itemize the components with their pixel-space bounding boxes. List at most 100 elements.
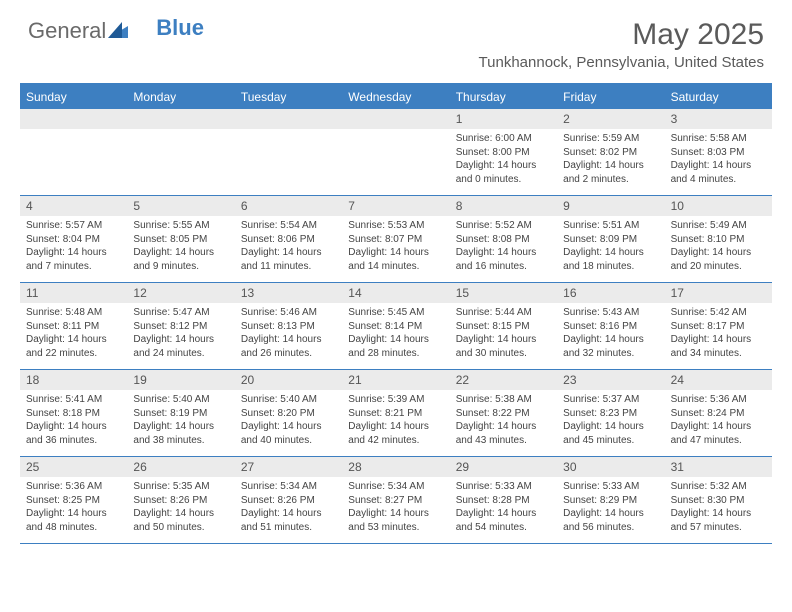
sunrise-text: Sunrise: 5:57 AM	[26, 219, 121, 233]
sunrise-text: Sunrise: 5:44 AM	[456, 306, 551, 320]
day-number: 3	[665, 109, 772, 129]
day-info: Sunrise: 5:55 AMSunset: 8:05 PMDaylight:…	[127, 216, 234, 279]
day-number: 10	[665, 196, 772, 216]
daylight-text: Daylight: 14 hours and 54 minutes.	[456, 507, 551, 534]
day-cell: 9Sunrise: 5:51 AMSunset: 8:09 PMDaylight…	[557, 196, 664, 282]
sunrise-text: Sunrise: 5:33 AM	[456, 480, 551, 494]
sunset-text: Sunset: 8:28 PM	[456, 494, 551, 508]
sunrise-text: Sunrise: 5:35 AM	[133, 480, 228, 494]
day-info: Sunrise: 5:44 AMSunset: 8:15 PMDaylight:…	[450, 303, 557, 366]
sunset-text: Sunset: 8:26 PM	[241, 494, 336, 508]
day-number: 2	[557, 109, 664, 129]
sunset-text: Sunset: 8:12 PM	[133, 320, 228, 334]
day-number: 25	[20, 457, 127, 477]
day-number: 26	[127, 457, 234, 477]
day-number: 12	[127, 283, 234, 303]
day-number: 8	[450, 196, 557, 216]
daylight-text: Daylight: 14 hours and 22 minutes.	[26, 333, 121, 360]
sunrise-text: Sunrise: 5:59 AM	[563, 132, 658, 146]
logo: General Blue	[28, 18, 204, 44]
day-info: Sunrise: 5:59 AMSunset: 8:02 PMDaylight:…	[557, 129, 664, 192]
sunset-text: Sunset: 8:09 PM	[563, 233, 658, 247]
day-header-cell: Sunday	[20, 85, 127, 109]
day-info: Sunrise: 5:40 AMSunset: 8:19 PMDaylight:…	[127, 390, 234, 453]
daylight-text: Daylight: 14 hours and 16 minutes.	[456, 246, 551, 273]
daylight-text: Daylight: 14 hours and 24 minutes.	[133, 333, 228, 360]
daylight-text: Daylight: 14 hours and 14 minutes.	[348, 246, 443, 273]
day-info: Sunrise: 5:57 AMSunset: 8:04 PMDaylight:…	[20, 216, 127, 279]
sunset-text: Sunset: 8:15 PM	[456, 320, 551, 334]
sunrise-text: Sunrise: 5:54 AM	[241, 219, 336, 233]
day-info: Sunrise: 5:48 AMSunset: 8:11 PMDaylight:…	[20, 303, 127, 366]
day-number: 7	[342, 196, 449, 216]
sunset-text: Sunset: 8:27 PM	[348, 494, 443, 508]
daylight-text: Daylight: 14 hours and 9 minutes.	[133, 246, 228, 273]
day-cell	[127, 109, 234, 195]
day-number: 27	[235, 457, 342, 477]
day-info: Sunrise: 5:40 AMSunset: 8:20 PMDaylight:…	[235, 390, 342, 453]
daylight-text: Daylight: 14 hours and 32 minutes.	[563, 333, 658, 360]
daylight-text: Daylight: 14 hours and 42 minutes.	[348, 420, 443, 447]
day-number: 15	[450, 283, 557, 303]
day-number: 20	[235, 370, 342, 390]
sunset-text: Sunset: 8:05 PM	[133, 233, 228, 247]
day-header-cell: Tuesday	[235, 85, 342, 109]
day-cell: 8Sunrise: 5:52 AMSunset: 8:08 PMDaylight…	[450, 196, 557, 282]
day-info: Sunrise: 5:33 AMSunset: 8:28 PMDaylight:…	[450, 477, 557, 540]
day-number	[127, 109, 234, 129]
day-number: 21	[342, 370, 449, 390]
day-cell: 31Sunrise: 5:32 AMSunset: 8:30 PMDayligh…	[665, 457, 772, 543]
daylight-text: Daylight: 14 hours and 26 minutes.	[241, 333, 336, 360]
daylight-text: Daylight: 14 hours and 56 minutes.	[563, 507, 658, 534]
week-row: 11Sunrise: 5:48 AMSunset: 8:11 PMDayligh…	[20, 283, 772, 370]
day-number: 4	[20, 196, 127, 216]
day-info: Sunrise: 5:41 AMSunset: 8:18 PMDaylight:…	[20, 390, 127, 453]
page-title: May 2025	[479, 18, 764, 52]
sunrise-text: Sunrise: 5:40 AM	[241, 393, 336, 407]
day-info: Sunrise: 5:37 AMSunset: 8:23 PMDaylight:…	[557, 390, 664, 453]
day-number: 14	[342, 283, 449, 303]
day-number: 5	[127, 196, 234, 216]
day-number: 6	[235, 196, 342, 216]
daylight-text: Daylight: 14 hours and 11 minutes.	[241, 246, 336, 273]
day-cell: 18Sunrise: 5:41 AMSunset: 8:18 PMDayligh…	[20, 370, 127, 456]
daylight-text: Daylight: 14 hours and 38 minutes.	[133, 420, 228, 447]
daylight-text: Daylight: 14 hours and 7 minutes.	[26, 246, 121, 273]
day-info: Sunrise: 6:00 AMSunset: 8:00 PMDaylight:…	[450, 129, 557, 192]
day-number: 9	[557, 196, 664, 216]
day-cell: 29Sunrise: 5:33 AMSunset: 8:28 PMDayligh…	[450, 457, 557, 543]
day-cell: 28Sunrise: 5:34 AMSunset: 8:27 PMDayligh…	[342, 457, 449, 543]
daylight-text: Daylight: 14 hours and 45 minutes.	[563, 420, 658, 447]
day-cell: 10Sunrise: 5:49 AMSunset: 8:10 PMDayligh…	[665, 196, 772, 282]
daylight-text: Daylight: 14 hours and 30 minutes.	[456, 333, 551, 360]
sunset-text: Sunset: 8:02 PM	[563, 146, 658, 160]
day-info: Sunrise: 5:32 AMSunset: 8:30 PMDaylight:…	[665, 477, 772, 540]
day-cell: 24Sunrise: 5:36 AMSunset: 8:24 PMDayligh…	[665, 370, 772, 456]
daylight-text: Daylight: 14 hours and 36 minutes.	[26, 420, 121, 447]
day-header-row: SundayMondayTuesdayWednesdayThursdayFrid…	[20, 85, 772, 109]
day-header-cell: Friday	[557, 85, 664, 109]
day-cell: 27Sunrise: 5:34 AMSunset: 8:26 PMDayligh…	[235, 457, 342, 543]
day-number: 18	[20, 370, 127, 390]
sunrise-text: Sunrise: 6:00 AM	[456, 132, 551, 146]
day-cell	[342, 109, 449, 195]
day-number: 22	[450, 370, 557, 390]
day-number	[20, 109, 127, 129]
sunset-text: Sunset: 8:26 PM	[133, 494, 228, 508]
sunrise-text: Sunrise: 5:36 AM	[671, 393, 766, 407]
week-row: 4Sunrise: 5:57 AMSunset: 8:04 PMDaylight…	[20, 196, 772, 283]
day-info: Sunrise: 5:52 AMSunset: 8:08 PMDaylight:…	[450, 216, 557, 279]
sunrise-text: Sunrise: 5:33 AM	[563, 480, 658, 494]
day-info: Sunrise: 5:49 AMSunset: 8:10 PMDaylight:…	[665, 216, 772, 279]
day-number: 17	[665, 283, 772, 303]
day-info: Sunrise: 5:36 AMSunset: 8:25 PMDaylight:…	[20, 477, 127, 540]
sunrise-text: Sunrise: 5:53 AM	[348, 219, 443, 233]
day-number: 28	[342, 457, 449, 477]
day-cell: 26Sunrise: 5:35 AMSunset: 8:26 PMDayligh…	[127, 457, 234, 543]
sunset-text: Sunset: 8:25 PM	[26, 494, 121, 508]
header: General Blue May 2025 Tunkhannock, Penns…	[0, 0, 792, 75]
day-number: 1	[450, 109, 557, 129]
sunrise-text: Sunrise: 5:42 AM	[671, 306, 766, 320]
logo-text-2: Blue	[156, 15, 204, 41]
day-cell: 4Sunrise: 5:57 AMSunset: 8:04 PMDaylight…	[20, 196, 127, 282]
